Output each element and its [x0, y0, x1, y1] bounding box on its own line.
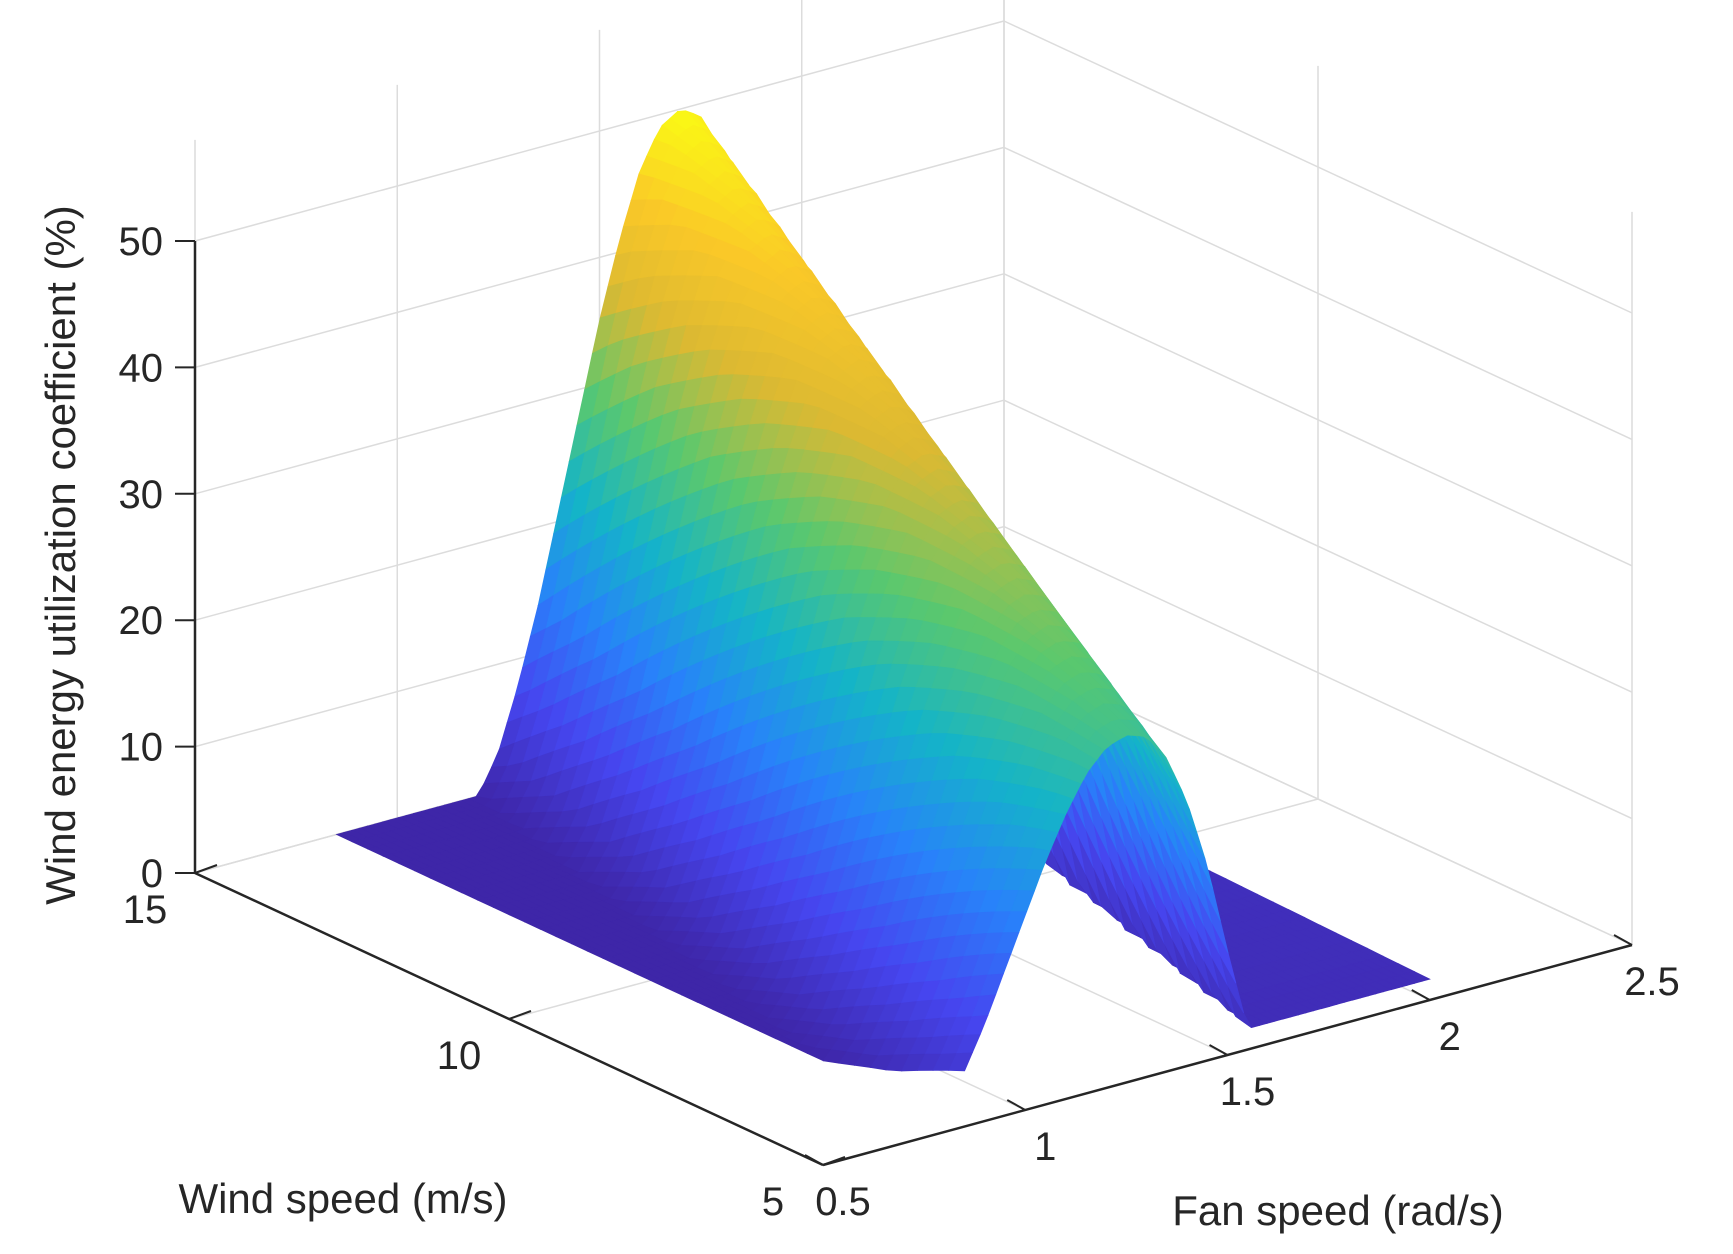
z-tick-label: 10 — [119, 726, 164, 770]
x-tick-label: 0.5 — [815, 1180, 871, 1224]
x-tick-mark — [1006, 1099, 1026, 1111]
x-axis-label: Fan speed (rad/s) — [1172, 1187, 1504, 1234]
x-tick-label: 1.5 — [1220, 1070, 1276, 1114]
wall-grid-line — [194, 20, 1005, 242]
wall-grid-line — [1003, 525, 1633, 820]
z-tick-label: 0 — [141, 852, 163, 896]
x-tick-mark — [1411, 989, 1431, 1001]
tick-labels: 0.5 1 1.5 2 2.5 5 10 150 10 20 30 40 50 — [119, 220, 1680, 1224]
y-tick-mark — [508, 1010, 532, 1020]
axes — [175, 240, 1633, 1167]
surface-patch — [948, 1052, 973, 1072]
z-tick-label: 40 — [119, 346, 164, 390]
z-tick-label: 20 — [119, 599, 164, 643]
y-axis-label: Wind speed (m/s) — [178, 1175, 507, 1222]
wall-grid-line — [1003, 146, 1633, 441]
wall-grid-line — [1003, 20, 1633, 314]
y-tick-label: 5 — [762, 1180, 784, 1224]
wall-grid-line — [1003, 273, 1633, 567]
wall-grid-line — [194, 146, 1005, 369]
y-tick-label: 10 — [437, 1034, 482, 1078]
z-tick-label: 50 — [119, 220, 164, 264]
z-tick-label: 30 — [119, 473, 164, 517]
x-tick-label: 2.5 — [1624, 960, 1680, 1004]
x-tick-label: 1 — [1034, 1125, 1056, 1169]
x-tick-mark — [804, 1154, 824, 1166]
x-tick-mark — [1613, 934, 1633, 946]
y-tick-mark — [194, 864, 218, 874]
wall-grid-line — [1003, 399, 1633, 693]
y-tick-label: 15 — [123, 888, 168, 932]
z-axis-label: Wind energy utilization coefficient (%) — [37, 205, 84, 905]
surface-mesh — [335, 110, 1431, 1072]
y-tick-mark — [822, 1156, 846, 1166]
x-tick-label: 2 — [1439, 1015, 1461, 1059]
x-tick-mark — [1209, 1044, 1228, 1056]
